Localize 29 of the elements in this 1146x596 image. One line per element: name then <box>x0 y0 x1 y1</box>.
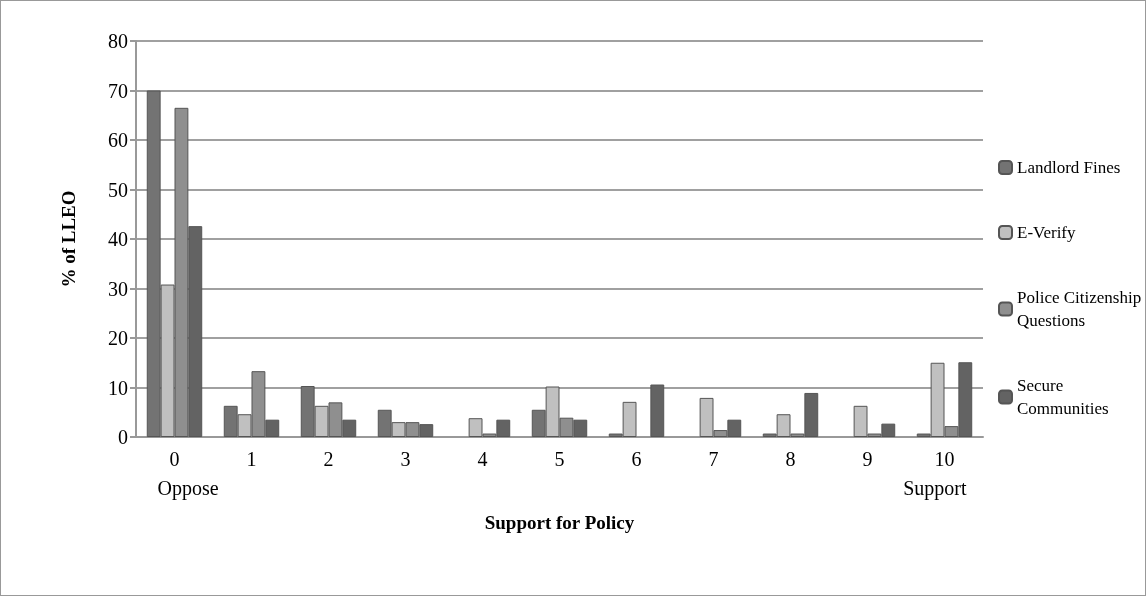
x-tick-label: 7 <box>708 448 719 470</box>
legend-label: E-Verify <box>1017 223 1077 242</box>
y-tick-label: 50 <box>108 178 128 201</box>
x-tick-label: 5 <box>554 448 565 470</box>
y-axis-title: % of LLEO <box>58 190 79 288</box>
x-tick-label: 4 <box>477 448 488 470</box>
x-tick-label: 9 <box>862 448 873 470</box>
y-tick-label: 0 <box>118 426 128 448</box>
x-tick-label: 2 <box>323 448 334 470</box>
x-tick-label: 3 <box>400 448 411 470</box>
x-tick-label: 0 <box>169 448 180 470</box>
y-tick-label: 30 <box>108 277 128 300</box>
y-tick-label: 60 <box>108 129 128 151</box>
legend-label: Secure Communities <box>1017 376 1109 418</box>
x-axis-title: Support for Policy <box>484 512 635 533</box>
bar <box>650 384 665 437</box>
y-tick-label: 40 <box>108 228 128 250</box>
legend-label: Police Citizenship Questions <box>1017 288 1146 330</box>
y-tick-label: 70 <box>108 79 128 102</box>
legend-label: Landlord Fines <box>1017 158 1121 177</box>
y-tick-label: 20 <box>108 327 128 349</box>
x-tick-label: 10 <box>934 448 955 470</box>
y-tick-label: 80 <box>108 30 128 52</box>
y-tick-label: 10 <box>108 376 128 399</box>
x-tick-label: 8 <box>785 448 796 470</box>
x-tick-label: 6 <box>631 448 642 470</box>
text: Oppose <box>157 477 219 500</box>
text: Support <box>903 477 967 500</box>
x-tick-label: 1 <box>246 448 257 470</box>
